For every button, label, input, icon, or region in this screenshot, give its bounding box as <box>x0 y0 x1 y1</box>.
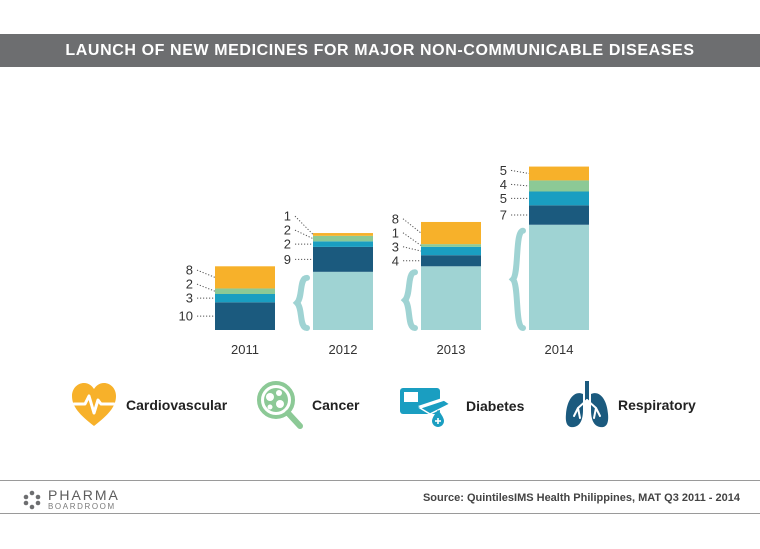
leader-line-2011-3 <box>196 269 216 278</box>
brace-2014 <box>508 227 526 331</box>
bar-segment-2012-cancer <box>313 235 373 242</box>
bar-segment-2014-cancer <box>529 180 589 192</box>
value-label-2012-cardiovascular: 1 <box>284 209 291 224</box>
value-label-2014-diabetes: 5 <box>500 191 507 206</box>
glucose-meter-icon <box>400 388 452 427</box>
leader-line-2012-2 <box>294 229 314 240</box>
legend-item-cardiovascular: Cardiovascular <box>70 382 227 428</box>
brace-2013 <box>400 269 418 331</box>
value-label-2013-diabetes: 3 <box>392 239 399 254</box>
bar-segment-2014-cardiovascular <box>529 166 589 181</box>
legend-label-cancer: Cancer <box>312 397 360 413</box>
footer-top-divider <box>0 480 760 481</box>
bar-segment-2011-diabetes <box>215 293 275 303</box>
value-label-2013-respiratory: 4 <box>392 253 399 268</box>
value-label-2013-cancer: 1 <box>392 225 399 240</box>
value-label-2012-respiratory: 9 <box>284 252 291 267</box>
leader-line-2013-2 <box>402 232 422 246</box>
bar-segment-2011-respiratory <box>215 302 275 330</box>
legend-label-respiratory: Respiratory <box>618 397 696 413</box>
brace-2012 <box>292 274 310 331</box>
source-note: Source: QuintilesIMS Health Philippines,… <box>422 492 740 504</box>
bar-segment-2014-diabetes <box>529 191 589 206</box>
bar-segment-2011-cancer <box>215 288 275 294</box>
heart-pulse-icon <box>72 383 116 426</box>
legend: Cardiovascular Cancer Diabetes <box>0 378 760 438</box>
bar-segment-2013-cancer <box>421 244 481 247</box>
value-label-2014-respiratory: 7 <box>500 208 507 223</box>
legend-label-cardiovascular: Cardiovascular <box>126 397 228 413</box>
bar-base-2013 <box>421 266 481 330</box>
logo-dots-icon <box>23 490 41 509</box>
value-label-2012-diabetes: 2 <box>284 237 291 252</box>
legend-label-diabetes: Diabetes <box>466 398 525 414</box>
value-label-2011-cancer: 2 <box>186 277 193 292</box>
leader-line-2011-2 <box>196 283 216 292</box>
bar-segment-2012-diabetes <box>313 241 373 247</box>
leader-line-2012-3 <box>294 215 314 235</box>
x-tick-label-2014: 2014 <box>545 342 574 357</box>
x-tick-label-2013: 2013 <box>437 342 466 357</box>
value-label-2011-cardiovascular: 8 <box>186 263 193 278</box>
bar-segment-2013-respiratory <box>421 255 481 267</box>
leader-line-2014-3 <box>510 169 530 174</box>
bar-segment-2012-cardiovascular <box>313 233 373 236</box>
leader-line-2013-3 <box>402 218 422 234</box>
bar-base-2014 <box>529 224 589 330</box>
leader-line-2013-1 <box>402 246 422 252</box>
value-label-2013-cardiovascular: 8 <box>392 211 399 226</box>
bar-segment-2011-cardiovascular <box>215 266 275 289</box>
logo-main-text: PHARMA <box>48 487 120 503</box>
bar-segment-2012-respiratory <box>313 246 373 272</box>
x-tick-label-2012: 2012 <box>329 342 358 357</box>
cell-magnifier-icon <box>257 381 303 429</box>
value-label-2011-diabetes: 3 <box>186 291 193 306</box>
logo-sub-text: BOARDROOM <box>48 502 116 511</box>
footer-bottom-divider <box>0 513 760 514</box>
chart-title: LAUNCH OF NEW MEDICINES FOR MAJOR NON-CO… <box>0 34 760 67</box>
legend-item-cancer: Cancer <box>256 380 359 430</box>
value-label-2011-respiratory: 10 <box>179 309 193 324</box>
bar-segment-2014-respiratory <box>529 205 589 225</box>
legend-item-respiratory: Respiratory <box>564 380 696 430</box>
value-label-2012-cancer: 2 <box>284 223 291 238</box>
legend-item-diabetes: Diabetes <box>398 384 524 428</box>
value-label-2014-cardiovascular: 5 <box>500 163 507 178</box>
x-tick-label-2011: 2011 <box>231 342 259 357</box>
value-label-2014-cancer: 4 <box>500 177 507 192</box>
pharmaboardroom-logo: PHARMA BOARDROOM <box>22 488 120 511</box>
leader-line-2014-2 <box>510 183 530 187</box>
lungs-icon <box>565 381 609 428</box>
bar-base-2012 <box>313 271 373 330</box>
bar-segment-2013-cardiovascular <box>421 221 481 245</box>
bar-segment-2013-diabetes <box>421 246 481 256</box>
